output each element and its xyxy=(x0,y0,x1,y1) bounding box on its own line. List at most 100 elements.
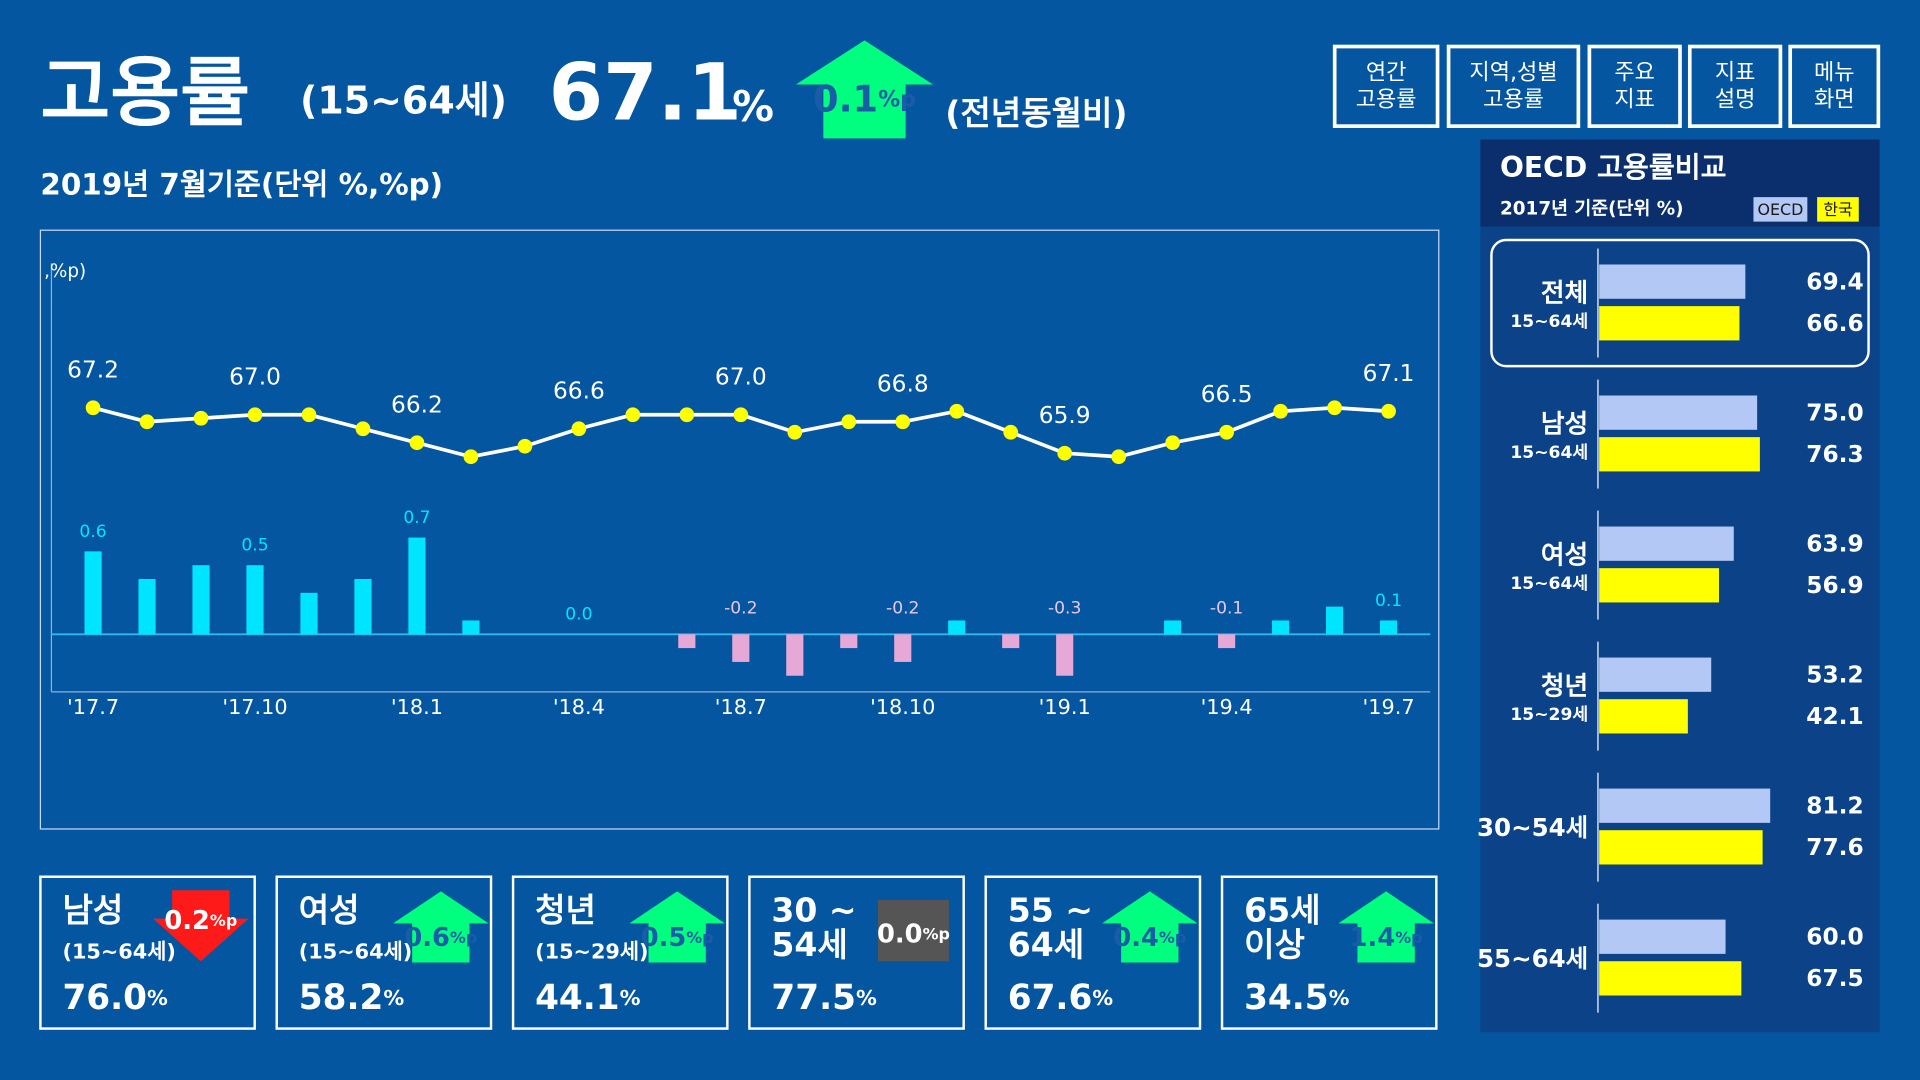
selected-highlight xyxy=(1490,238,1870,368)
bar-value-label: -0.2 xyxy=(886,599,919,619)
line-value-label: 66.8 xyxy=(877,371,929,398)
line-value-label: 67.0 xyxy=(715,364,767,391)
title: 고용률 xyxy=(40,49,250,137)
change-arrow xyxy=(629,891,725,963)
group-age: 15~64세 xyxy=(1510,443,1588,463)
card-value-unit: % xyxy=(1092,986,1113,1010)
bar xyxy=(840,634,858,649)
oecd-bar xyxy=(1599,264,1746,299)
legend-label: 한국 xyxy=(1823,200,1852,219)
x-tick-label: '18.7 xyxy=(715,695,767,719)
oecd-title: OECD 고용률비교 xyxy=(1500,151,1727,184)
bar xyxy=(462,620,480,635)
line-point xyxy=(625,407,641,423)
group-name: 청년 xyxy=(1541,671,1588,701)
oecd-value-label: 42.1 xyxy=(1806,703,1863,730)
bar xyxy=(678,634,696,649)
chart-frame xyxy=(39,229,1440,830)
nav-button[interactable] xyxy=(1332,44,1440,128)
subtitle: 2019년 7월기준(단위 %,%p) xyxy=(40,168,443,202)
line-point xyxy=(949,403,965,419)
bar-value-label: -0.2 xyxy=(724,599,757,619)
card-value-value: 76.0 xyxy=(62,978,147,1018)
nav-button[interactable] xyxy=(1788,44,1881,128)
line-value-label: 67.2 xyxy=(67,357,119,384)
headline-change-value: 0.1 xyxy=(813,77,878,120)
nav-button-label: 화면 xyxy=(1814,87,1855,112)
stat-card xyxy=(1220,875,1438,1030)
nav-button-label: 주요 xyxy=(1614,60,1655,85)
oecd-value-label: 75.0 xyxy=(1806,399,1863,426)
line-point xyxy=(895,414,911,430)
card-value-value: 58.2 xyxy=(299,978,384,1018)
line-point xyxy=(1165,435,1180,451)
bar xyxy=(786,634,804,676)
line-point xyxy=(301,407,317,423)
card-age: (15~64세) xyxy=(299,940,412,964)
group-name: 여성 xyxy=(1541,540,1588,570)
card-change-value: 0.2 xyxy=(164,905,210,935)
bar xyxy=(732,634,750,662)
nav-button-label: 고용률 xyxy=(1356,87,1417,112)
oecd-value-label: 63.9 xyxy=(1806,530,1863,557)
legend-label: OECD xyxy=(1757,200,1803,219)
bar xyxy=(1380,620,1398,635)
legend-swatch xyxy=(1817,197,1859,222)
card-change-unit: %p xyxy=(210,910,237,929)
headline-note: (전년동월비) xyxy=(945,94,1127,133)
line-point xyxy=(841,414,857,430)
card-change-unit: %p xyxy=(1395,927,1422,946)
oecd-value-label: 67.5 xyxy=(1806,965,1863,992)
x-tick-label: '19.1 xyxy=(1039,695,1091,719)
group-name: 전체 xyxy=(1541,278,1588,308)
card-name: 54세 xyxy=(771,925,847,964)
line-point xyxy=(463,449,479,465)
stat-card xyxy=(511,875,729,1030)
oecd-bar xyxy=(1599,919,1726,954)
card-change-unit: %p xyxy=(1159,927,1186,946)
card-name: 64세 xyxy=(1008,925,1084,964)
card-change-value: 1.4 xyxy=(1350,922,1396,952)
bar-value-label: 0.7 xyxy=(403,508,430,528)
line-point xyxy=(733,407,749,423)
nav-button-label: 지표 xyxy=(1614,87,1655,112)
y-axis-label: ,%p) xyxy=(44,261,86,282)
nav-button[interactable] xyxy=(1587,44,1682,128)
line-point xyxy=(517,438,533,454)
line-point xyxy=(787,424,803,440)
bar xyxy=(354,579,372,635)
bar xyxy=(84,551,102,635)
nav-button[interactable] xyxy=(1687,44,1783,128)
headline-change: 0.1%p xyxy=(813,77,916,120)
oecd-subtitle: 2017년 기준(단위 %) xyxy=(1500,197,1684,219)
line-point xyxy=(571,421,587,437)
card-change: 1.4%p xyxy=(1350,922,1423,952)
bar-value-label: 0.1 xyxy=(1375,591,1402,611)
title-age: (15~64세) xyxy=(300,78,507,122)
line-point xyxy=(355,421,371,437)
oecd-bar xyxy=(1599,699,1688,734)
card-name: 남성 xyxy=(62,891,123,930)
card-value-unit: % xyxy=(147,986,168,1010)
x-tick-label: '17.10 xyxy=(222,695,287,719)
line-point xyxy=(1003,424,1019,440)
line-point xyxy=(1111,449,1127,465)
line-point xyxy=(1273,403,1288,419)
bar-value-label: -0.1 xyxy=(1210,599,1243,619)
bar xyxy=(300,592,318,635)
headline-value: 67.1 xyxy=(549,47,742,138)
nav-button[interactable] xyxy=(1446,44,1581,128)
nav-button-label: 메뉴 xyxy=(1814,60,1855,85)
card-change-value: 0.6 xyxy=(404,922,450,952)
nav-button-label: 설명 xyxy=(1715,87,1756,112)
change-arrow xyxy=(795,40,934,139)
change-arrow xyxy=(393,891,489,963)
oecd-bar xyxy=(1599,657,1712,692)
card-change-value: 0.4 xyxy=(1113,922,1159,952)
card-value: 76.0% xyxy=(62,978,168,1018)
card-name: 여성 xyxy=(299,891,360,930)
card-age: (15~29세) xyxy=(535,940,648,964)
line-point xyxy=(1057,445,1073,461)
stat-card xyxy=(39,875,256,1030)
line-value-label: 66.2 xyxy=(391,392,443,419)
